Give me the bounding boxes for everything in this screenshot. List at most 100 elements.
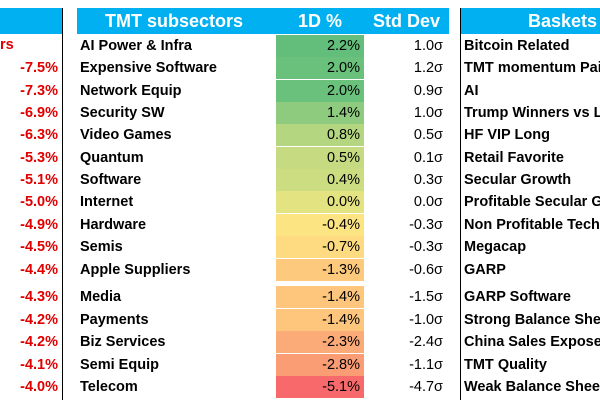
basket-name: Strong Balance Shee — [464, 312, 600, 328]
left-value: -6.9% — [20, 105, 58, 121]
tmt-row: Internet 0.0% 0.0σ — [77, 191, 449, 213]
subsector-name: Biz Services — [80, 334, 166, 350]
left-value: -7.3% — [20, 83, 58, 99]
tmt-row: Media -1.4% -1.5σ — [77, 286, 449, 308]
tmt-row: Security SW 1.4% 1.0σ — [77, 102, 449, 124]
left-header-fragment: rs — [0, 37, 14, 53]
one-day-pct: -2.3% — [276, 331, 364, 353]
left-value-row: -4.0% — [0, 376, 60, 398]
left-value-row: -4.9% — [0, 214, 60, 236]
baskets-header: Baskets — [460, 8, 600, 34]
subsector-name: AI Power & Infra — [80, 38, 192, 54]
left-value-row: -4.2% — [0, 309, 60, 331]
subsector-name: Apple Suppliers — [80, 262, 191, 278]
basket-row: Strong Balance Shee — [461, 309, 600, 331]
left-value-row: -6.9% — [0, 102, 60, 124]
left-value: -5.0% — [20, 194, 58, 210]
basket-name: Trump Winners vs Lo — [464, 105, 600, 121]
left-value: -5.3% — [20, 150, 58, 166]
left-value: -4.3% — [20, 289, 58, 305]
subsectors-header: TMT subsectors — [105, 11, 244, 31]
std-dev-value: -1.1σ — [409, 357, 443, 373]
basket-row: AI — [461, 80, 600, 102]
left-value-row: -5.1% — [0, 169, 60, 191]
tmt-row: Network Equip 2.0% 0.9σ — [77, 80, 449, 102]
basket-name: Secular Growth — [464, 172, 572, 188]
left-value: -4.0% — [20, 379, 58, 395]
subsector-name: Semi Equip — [80, 357, 159, 373]
basket-name: Megacap — [464, 239, 527, 255]
std-dev-value: 0.0σ — [413, 194, 443, 210]
std-dev-value: 0.1σ — [413, 150, 443, 166]
tmt-row: AI Power & Infra 2.2% 1.0σ — [77, 35, 449, 57]
basket-row: Secular Growth — [461, 169, 600, 191]
left-value: -5.1% — [20, 172, 58, 188]
basket-name: Non Profitable Tech — [464, 217, 600, 233]
one-day-pct: -1.4% — [276, 286, 364, 308]
basket-row: HF VIP Long — [461, 124, 600, 146]
basket-name: HF VIP Long — [464, 127, 550, 143]
left-value-row: -5.3% — [0, 147, 60, 169]
left-value-row: -4.5% — [0, 236, 60, 258]
subsector-name: Media — [80, 289, 122, 305]
subsector-name: Network Equip — [80, 83, 182, 99]
subsector-name: Internet — [80, 194, 134, 210]
basket-row: China Sales Exposed — [461, 331, 600, 353]
basket-name: China Sales Exposed — [464, 334, 600, 350]
subsector-name: Telecom — [80, 379, 138, 395]
tmt-row: Apple Suppliers -1.3% -0.6σ — [77, 259, 449, 281]
left-value-row: -4.2% — [0, 331, 60, 353]
left-value-row: -4.1% — [0, 354, 60, 376]
left-value-row: -7.3% — [0, 80, 60, 102]
basket-row: Megacap — [461, 236, 600, 258]
std-dev-value: 0.5σ — [413, 127, 443, 143]
subsector-name: Video Games — [80, 127, 172, 143]
tmt-header: TMT subsectors 1D % Std Dev — [77, 8, 449, 34]
tmt-row: Semis -0.7% -0.3σ — [77, 236, 449, 258]
one-day-pct: 2.0% — [276, 80, 364, 102]
tmt-row: Payments -1.4% -1.0σ — [77, 309, 449, 331]
one-day-pct: 2.0% — [276, 57, 364, 79]
baskets-panel-border — [460, 8, 461, 400]
tmt-row: Quantum 0.5% 0.1σ — [77, 147, 449, 169]
basket-name: TMT Quality — [464, 357, 547, 373]
std-dev-value: -4.7σ — [409, 379, 443, 395]
basket-row: Trump Winners vs Lo — [461, 102, 600, 124]
one-day-pct: -1.3% — [276, 259, 364, 281]
subsector-name: Software — [80, 172, 142, 188]
left-value-row: -7.5% — [0, 57, 60, 79]
basket-row: Retail Favorite — [461, 147, 600, 169]
std-dev-value: -0.6σ — [409, 262, 443, 278]
std-dev-value: 1.2σ — [413, 60, 443, 76]
left-value-row: -4.3% — [0, 286, 60, 308]
left-value: -4.1% — [20, 357, 58, 373]
left-value: -4.2% — [20, 334, 58, 350]
one-day-pct: 0.4% — [276, 169, 364, 191]
left-value: -4.9% — [20, 217, 58, 233]
baskets-header-label: Baskets — [528, 11, 598, 31]
basket-row: GARP Software — [461, 286, 600, 308]
subsector-name: Expensive Software — [80, 60, 217, 76]
std-dev-value: 1.0σ — [413, 38, 443, 54]
std-dev-value: -2.4σ — [409, 334, 443, 350]
basket-name: GARP — [464, 262, 506, 278]
one-day-pct: -2.8% — [276, 354, 364, 376]
tmt-row: Software 0.4% 0.3σ — [77, 169, 449, 191]
basket-row: Profitable Secular G — [461, 191, 600, 213]
tmt-row: Biz Services -2.3% -2.4σ — [77, 331, 449, 353]
basket-name: AI — [464, 83, 479, 99]
std-dev-value: -0.3σ — [409, 217, 443, 233]
left-value: -4.2% — [20, 312, 58, 328]
basket-name: Weak Balance Sheet — [464, 379, 600, 395]
left-value-row: -6.3% — [0, 124, 60, 146]
std-dev-value: 1.0σ — [413, 105, 443, 121]
left-value: -7.5% — [20, 60, 58, 76]
std-dev-value: -0.3σ — [409, 239, 443, 255]
basket-row: Non Profitable Tech — [461, 214, 600, 236]
basket-row: TMT momentum Pai — [461, 57, 600, 79]
subsector-name: Semis — [80, 239, 123, 255]
std-dev-value: -1.0σ — [409, 312, 443, 328]
basket-row: Weak Balance Sheet — [461, 376, 600, 398]
left-panel-border — [62, 8, 63, 400]
one-day-header: 1D % — [298, 11, 343, 31]
